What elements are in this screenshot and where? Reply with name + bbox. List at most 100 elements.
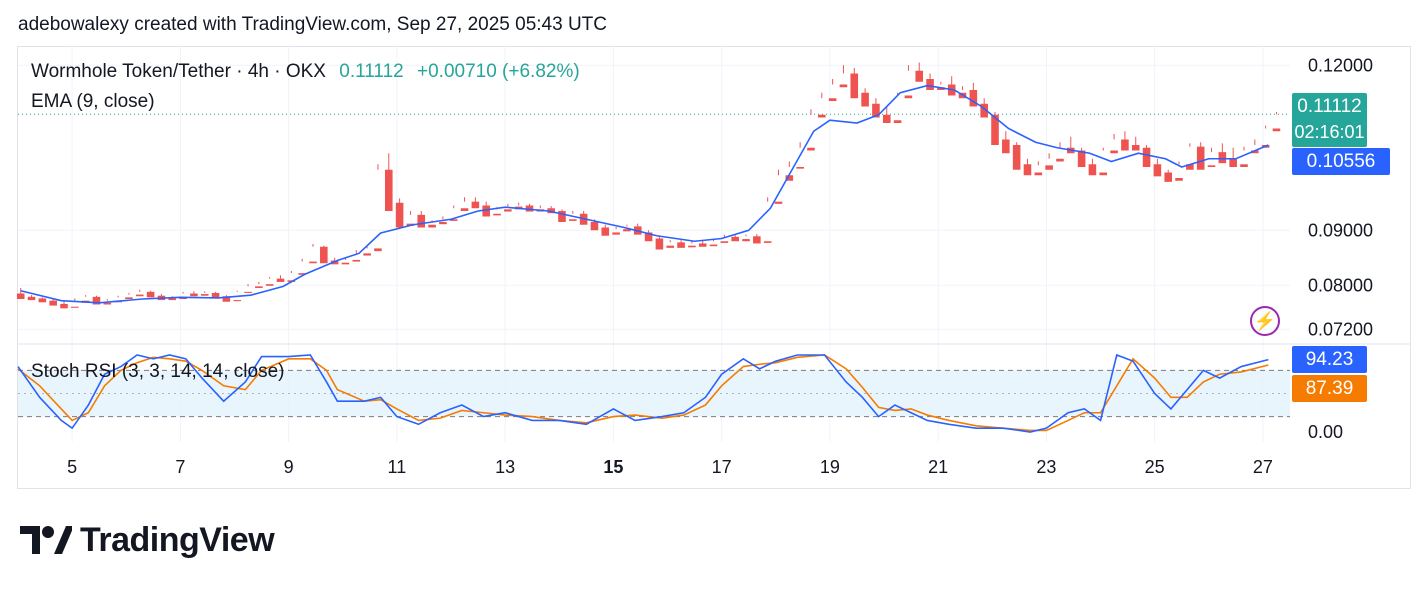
candle-body <box>1002 139 1010 154</box>
candle-body <box>135 294 144 297</box>
candle-body <box>1229 158 1237 167</box>
chart-attribution: adebowalexy created with TradingView.com… <box>18 14 607 35</box>
time-tick-label: 19 <box>820 457 840 477</box>
candle-body <box>1023 164 1032 176</box>
candle-body <box>1251 150 1259 154</box>
candle-body <box>677 242 685 248</box>
candle-body <box>893 120 902 123</box>
time-tick-label: 9 <box>284 457 294 477</box>
candle-body <box>569 219 577 221</box>
candle-body <box>352 259 361 262</box>
candle-body <box>796 167 804 169</box>
candle-body <box>384 169 393 211</box>
tradingview-logo-icon <box>20 526 72 554</box>
symbol-title: Wormhole Token/Tether · 4h · OKX <box>31 61 326 82</box>
candle-body <box>395 202 404 228</box>
stoch-tick-label: 0.00 <box>1308 422 1343 442</box>
candle-body <box>363 253 371 256</box>
last-price-tag: 0.11112 02:16:01 <box>1292 93 1367 147</box>
candle-body <box>1153 164 1162 177</box>
candle-body <box>146 291 155 298</box>
candle-body <box>222 296 231 302</box>
candle-body <box>60 303 68 309</box>
candle-body <box>1218 152 1227 164</box>
candle-body <box>265 284 274 286</box>
candle-body <box>103 302 112 305</box>
time-tick-label: 23 <box>1036 457 1056 477</box>
candle-body <box>1110 150 1118 154</box>
stoch-legend: Stoch RSI (3, 3, 14, 14, close) <box>31 361 285 382</box>
countdown-value: 02:16:01 <box>1294 122 1365 142</box>
candle-body <box>298 273 306 275</box>
candle-body <box>601 227 610 236</box>
candle-body <box>92 296 101 305</box>
time-tick-label: 13 <box>495 457 515 477</box>
candle-body <box>1164 172 1173 182</box>
candle-body <box>190 293 198 297</box>
candle-body <box>1088 164 1097 176</box>
candle-body <box>1034 172 1043 176</box>
candle-body <box>449 219 458 221</box>
candle-body <box>38 298 47 303</box>
candle-body <box>1175 178 1183 181</box>
candle-body <box>309 261 317 264</box>
candle-body <box>763 241 772 243</box>
time-tick-label: 7 <box>175 457 185 477</box>
candle-body <box>233 300 242 302</box>
candle-body <box>255 286 263 288</box>
price-tick-label: 0.07200 <box>1308 319 1373 339</box>
candle-body <box>612 232 620 235</box>
candle-body <box>341 262 350 265</box>
candle-body <box>1272 128 1281 132</box>
time-tick-label: 25 <box>1145 457 1165 477</box>
time-tick-label: 15 <box>603 457 623 477</box>
candle-body <box>753 236 761 244</box>
candle-body <box>785 175 794 181</box>
candle-body <box>1142 147 1151 167</box>
last-price-value: 0.11112 <box>1297 96 1362 117</box>
candle-body <box>937 87 945 90</box>
candle-body <box>1121 139 1129 151</box>
candle-body <box>125 297 133 299</box>
candle-body <box>926 79 934 90</box>
price-tick-label: 0.12000 <box>1308 55 1373 75</box>
candle-body <box>1045 165 1053 170</box>
candle-body <box>872 103 880 118</box>
candle-body <box>818 114 826 118</box>
candle-body <box>720 241 729 243</box>
candle-body <box>828 98 837 101</box>
ema-line <box>20 84 1269 304</box>
candle-body <box>915 70 924 82</box>
ema-legend: EMA (9, close) <box>31 91 155 112</box>
candle-body <box>320 246 328 264</box>
stoch-k-line <box>17 353 1269 433</box>
candle-body <box>731 236 739 242</box>
candle-body <box>688 245 696 248</box>
candle-body <box>590 222 599 231</box>
candle-body <box>276 278 285 282</box>
candle-body <box>991 114 999 145</box>
candle-body <box>439 222 447 225</box>
candle-body <box>807 147 815 151</box>
candle-body <box>666 245 675 248</box>
candle-body <box>471 201 480 209</box>
time-tick-label: 21 <box>928 457 948 477</box>
ema-price-tag: 0.10556 <box>1292 148 1390 175</box>
price-tick-label: 0.09000 <box>1308 220 1373 240</box>
legend-price: 0.11112 <box>339 61 404 82</box>
lightning-icon[interactable]: ⚡ <box>1250 306 1280 336</box>
chart-frame <box>17 46 1411 489</box>
candle-body <box>904 95 913 99</box>
candle-body <box>1012 145 1021 170</box>
candle-body <box>1077 150 1086 167</box>
stoch-k-tag: 94.23 <box>1292 346 1367 373</box>
candle-body <box>861 92 869 107</box>
candle-body <box>71 306 79 308</box>
candle-body <box>200 294 209 296</box>
candle-body <box>969 90 978 107</box>
candle-body <box>850 73 859 99</box>
time-tick-label: 27 <box>1253 457 1273 477</box>
candle-body <box>980 103 988 118</box>
time-tick-label: 11 <box>388 457 407 477</box>
